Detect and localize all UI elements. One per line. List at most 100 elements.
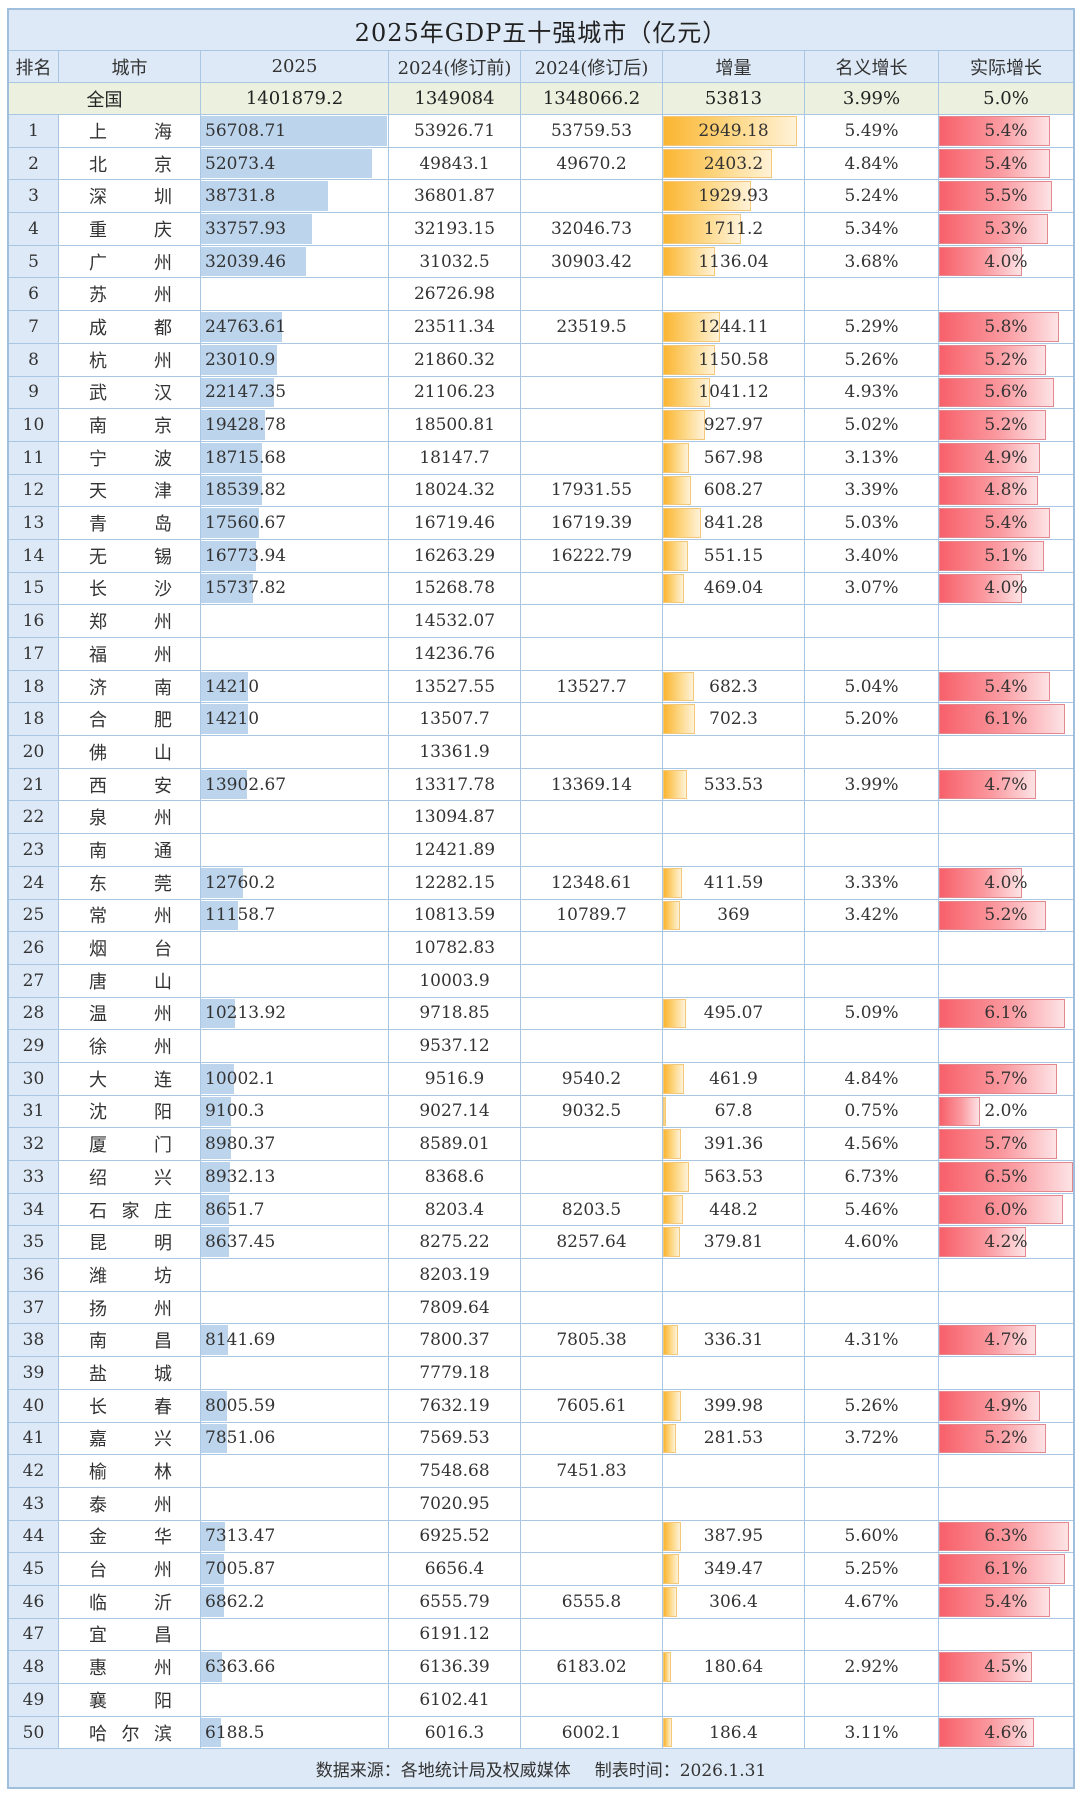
city-name-char: 东 xyxy=(89,873,107,895)
city-name-char: 南 xyxy=(89,416,107,438)
increase-value: 2403.2 xyxy=(703,153,764,174)
nominal-growth-cell: 3.11% xyxy=(805,1716,939,1749)
header-row: 排名 城市 2025 2024(修订前) 2024(修订后) 增量 名义增长 实… xyxy=(9,51,1073,83)
real-growth-cell: 4.7% xyxy=(939,1324,1073,1356)
gdp-databar xyxy=(201,1325,228,1356)
gdp2024-pre-cell: 32193.15 xyxy=(389,213,521,245)
city-name-char: 州 xyxy=(154,1037,172,1059)
gdp2024-pre-cell: 6102.41 xyxy=(389,1684,521,1716)
increase-cell: 927.97 xyxy=(663,409,805,441)
increase-cell xyxy=(663,605,805,637)
city-name-char: 济 xyxy=(89,677,107,699)
gdp2025-value: 8980.37 xyxy=(205,1134,276,1155)
nominal-growth-cell xyxy=(805,1259,939,1291)
gdp2025-cell: 17560.67 xyxy=(201,507,389,539)
gdp-databar xyxy=(201,1227,230,1258)
increase-value: 369 xyxy=(717,905,750,926)
gdp2025-value: 19428.78 xyxy=(205,415,287,436)
city-cell: 大连 xyxy=(59,1062,201,1095)
gdp2024-pre-cell: 12282.15 xyxy=(389,866,521,899)
gdp2024-post-cell xyxy=(521,1161,663,1193)
real-growth-value: 6.1% xyxy=(984,709,1028,730)
city-cell: 宜昌 xyxy=(59,1618,201,1651)
nominal-growth-cell: 4.84% xyxy=(805,1062,939,1095)
increase-value: 67.8 xyxy=(714,1101,753,1122)
nominal-growth-cell: 2.92% xyxy=(805,1651,939,1683)
real-growth-cell: 5.2% xyxy=(939,409,1073,441)
rank-cell: 41 xyxy=(9,1422,59,1455)
real-growth-value: 4.8% xyxy=(984,480,1028,501)
city-cell: 杭州 xyxy=(59,343,201,376)
nominal-growth-cell: 4.84% xyxy=(805,147,939,180)
header-increase: 增量 xyxy=(663,51,805,82)
real-growth-value: 6.5% xyxy=(984,1166,1028,1187)
real-growth-cell: 5.8% xyxy=(939,311,1073,343)
gdp2024-pre-cell: 7779.18 xyxy=(389,1357,521,1389)
city-name-char: 山 xyxy=(154,742,172,764)
real-growth-cell: 5.4% xyxy=(939,1586,1073,1618)
real-growth-databar xyxy=(939,1521,1069,1552)
gdp2024-post-cell xyxy=(521,1030,663,1062)
increase-databar xyxy=(663,573,685,604)
gdp2025-value: 17560.67 xyxy=(205,513,287,534)
city-cell: 扬州 xyxy=(59,1291,201,1324)
real-growth-cell: 4.0% xyxy=(939,867,1073,899)
nominal-growth-cell: 6.73% xyxy=(805,1161,939,1193)
table-row: 18 合肥 14210 13507.7 702.3 5.20% 6.1% xyxy=(9,703,1073,737)
real-growth-cell xyxy=(939,1684,1073,1716)
table-row: 32 厦门 8980.37 8589.01 391.36 4.56% 5.7% xyxy=(9,1128,1073,1161)
increase-databar xyxy=(663,1586,677,1617)
nominal-growth-cell: 5.09% xyxy=(805,997,939,1030)
city-cell: 佛山 xyxy=(59,736,201,768)
city-cell: 绍兴 xyxy=(59,1161,201,1193)
gdp2024-post-cell xyxy=(521,801,663,834)
real-growth-databar xyxy=(939,1554,1065,1584)
increase-databar xyxy=(663,1063,684,1094)
nominal-growth-cell: 5.46% xyxy=(805,1193,939,1226)
real-growth-value: 6.1% xyxy=(984,1559,1028,1580)
table-row: 26 烟台 10782.83 xyxy=(9,932,1073,965)
rank-cell: 9 xyxy=(9,376,59,409)
gdp2025-cell: 10213.92 xyxy=(201,997,389,1030)
nominal-growth-cell: 5.49% xyxy=(805,115,939,147)
gdp2024-pre-cell: 6191.12 xyxy=(389,1618,521,1651)
gdp2024-post-cell: 16222.79 xyxy=(521,539,663,572)
table-row: 2 北京 52073.4 49843.1 49670.2 2403.2 4.84% 5.4% xyxy=(9,147,1073,181)
increase-value: 387.95 xyxy=(703,1526,764,1547)
gdp-databar xyxy=(201,998,235,1029)
city-name-char: 佛 xyxy=(89,742,107,764)
nominal-growth-cell xyxy=(805,1684,939,1716)
gdp-databar xyxy=(201,508,259,538)
rank-cell: 14 xyxy=(9,539,59,572)
rank-cell: 13 xyxy=(9,507,59,539)
rank-cell: 8 xyxy=(9,343,59,376)
increase-databar xyxy=(663,475,691,506)
city-name-char: 武 xyxy=(89,383,107,405)
real-growth-value: 6.1% xyxy=(984,1003,1028,1024)
table-row: 27 唐山 10003.9 xyxy=(9,964,1073,998)
real-growth-cell xyxy=(939,1455,1073,1487)
gdp2025-cell: 38731.8 xyxy=(201,180,389,213)
table-row: 35 昆明 8637.45 8275.22 8257.64 379.81 4.60% 4.2% xyxy=(9,1226,1073,1260)
increase-cell: 448.2 xyxy=(663,1193,805,1226)
real-growth-databar xyxy=(939,900,1047,931)
gdp2024-pre-cell: 8203.4 xyxy=(389,1193,521,1226)
gdp-databar xyxy=(201,344,277,375)
real-growth-cell: 6.0% xyxy=(939,1194,1073,1226)
real-growth-cell: 5.2% xyxy=(939,344,1073,376)
nominal-growth-cell: 5.26% xyxy=(805,343,939,376)
increase-databar xyxy=(663,246,715,277)
gdp2024-pre-cell: 14236.76 xyxy=(389,638,521,670)
real-growth-cell xyxy=(939,932,1073,964)
gdp2025-cell: 19428.78 xyxy=(201,409,389,441)
city-name-char: 海 xyxy=(154,121,172,143)
nominal-growth-cell xyxy=(805,1030,939,1062)
increase-databar xyxy=(663,1096,667,1127)
increase-cell: 67.8 xyxy=(663,1095,805,1128)
gdp2025-cell xyxy=(201,638,389,670)
rank-cell: 28 xyxy=(9,997,59,1030)
city-name-char: 沈 xyxy=(89,1102,107,1124)
city-name-char: 西 xyxy=(89,775,107,797)
nominal-growth-cell: 4.31% xyxy=(805,1324,939,1357)
real-growth-databar xyxy=(939,508,1051,538)
